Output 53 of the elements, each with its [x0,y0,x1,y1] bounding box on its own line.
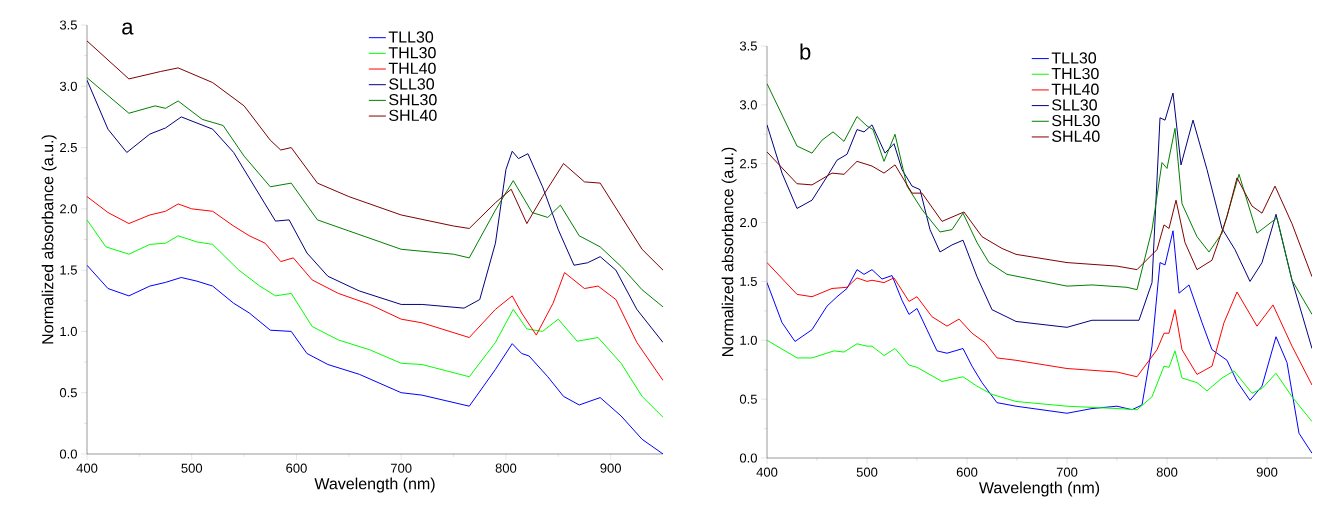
legend-label: SHL40 [1052,130,1100,142]
line-series [87,196,664,381]
y-tick-label: 1.5 [60,265,77,275]
x-tick-label: 400 [76,463,98,473]
legend-label: SHL40 [389,109,437,122]
y-tick-label: 1.0 [740,335,757,345]
x-tick-label: 900 [1256,467,1278,477]
x-tick-label: 900 [600,463,621,473]
y-tick-label: 3.0 [739,100,757,110]
y-tick-label: 2.5 [60,142,77,153]
y-axis-title: Normalized absorbance (a.u.) [41,135,57,344]
y-tick-label: 0.0 [59,449,77,459]
chart-title: a [122,22,134,35]
x-axis-title: Wavelength (nm) [314,477,435,493]
y-tick-label: 2.5 [740,159,757,169]
legend-label: THL40 [388,62,436,75]
legend-label: THL40 [1051,83,1099,95]
y-tick-label: 0.5 [59,388,77,398]
line-series [767,230,1312,454]
x-axis-title: Wavelength (nm) [978,481,1100,497]
x-tick-label: 800 [495,463,517,473]
x-tick-label: 800 [1156,467,1178,477]
line-series [767,83,1312,315]
legend-label: THL30 [388,47,436,59]
line-series [767,262,1312,386]
chart-title: b [800,43,811,60]
y-axis-title: Normalized absorbance (a.u.) [721,147,737,357]
legend-label: SHL30 [1052,114,1100,127]
legend-label: SLL30 [389,78,435,90]
y-tick-label: 3.0 [59,81,77,91]
x-tick-label: 400 [756,467,778,477]
line-series [767,339,1312,422]
y-tick-label: 3.5 [739,41,757,51]
y-tick-label: 0.5 [739,394,757,404]
legend-label: TLL30 [388,31,434,43]
y-tick-label: 3.5 [59,20,77,30]
legend-label: THL30 [1051,67,1099,80]
x-tick-label: 500 [181,463,203,473]
legend-label: SLL30 [1052,99,1097,111]
legend-label: TLL30 [1051,52,1097,64]
y-tick-label: 1.5 [740,276,757,286]
line-series [767,151,1312,278]
x-tick-label: 600 [286,463,307,473]
y-tick-label: 2.0 [60,204,77,214]
y-tick-label: 1.0 [60,326,77,337]
x-tick-label: 500 [856,467,878,477]
legend-label: SHL30 [389,94,437,106]
y-tick-label: 0.0 [739,453,757,463]
x-tick-label: 700 [1056,467,1078,477]
x-tick-label: 700 [391,463,412,473]
line-series [87,219,664,418]
x-tick-label: 600 [956,467,978,477]
y-tick-label: 2.0 [740,217,757,228]
